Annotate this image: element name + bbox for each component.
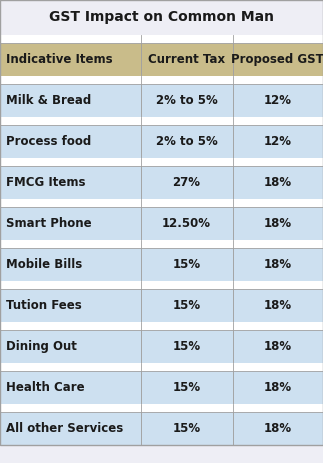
Bar (233, 166, 323, 199)
Text: 12%: 12% (264, 94, 292, 107)
Text: Smart Phone: Smart Phone (6, 217, 92, 230)
Bar (0, 404, 323, 412)
Bar (141, 166, 233, 199)
Text: 15%: 15% (172, 299, 201, 312)
Bar (0, 322, 323, 330)
Bar (141, 43, 233, 76)
Text: 15%: 15% (172, 422, 201, 435)
Bar (0, 248, 141, 281)
Text: All other Services: All other Services (6, 422, 123, 435)
Text: 2% to 5%: 2% to 5% (156, 94, 217, 107)
Bar (141, 84, 233, 117)
Text: 18%: 18% (264, 381, 292, 394)
Text: 18%: 18% (264, 340, 292, 353)
Bar (141, 207, 233, 240)
Bar (0, 199, 323, 207)
Bar (233, 330, 323, 363)
Bar (0, 289, 141, 322)
Bar (0, 412, 141, 445)
Text: 18%: 18% (264, 176, 292, 189)
Text: Indicative Items: Indicative Items (6, 53, 113, 66)
Text: Mobile Bills: Mobile Bills (6, 258, 82, 271)
Bar (0, 207, 141, 240)
Text: Health Care: Health Care (6, 381, 85, 394)
Text: 18%: 18% (264, 258, 292, 271)
Bar (0, 363, 323, 371)
Bar (0, 330, 141, 363)
Bar (0, 371, 141, 404)
Bar (0, 0, 323, 35)
Text: 12.50%: 12.50% (162, 217, 211, 230)
Bar (0, 240, 323, 248)
Bar (0, 281, 323, 289)
Bar (233, 412, 323, 445)
Text: Current Tax: Current Tax (148, 53, 225, 66)
Bar (141, 248, 233, 281)
Bar (141, 330, 233, 363)
Bar (141, 125, 233, 158)
Text: Tution Fees: Tution Fees (6, 299, 82, 312)
Bar (233, 84, 323, 117)
Bar (141, 371, 233, 404)
Text: 15%: 15% (172, 258, 201, 271)
Bar (233, 43, 323, 76)
Bar (0, 84, 141, 117)
Text: 2% to 5%: 2% to 5% (156, 135, 217, 148)
Text: Milk & Bread: Milk & Bread (6, 94, 91, 107)
Bar (233, 371, 323, 404)
Bar (233, 207, 323, 240)
Text: Proposed GST: Proposed GST (231, 53, 323, 66)
Text: 18%: 18% (264, 422, 292, 435)
Bar (141, 412, 233, 445)
Text: Dining Out: Dining Out (6, 340, 77, 353)
Bar (141, 289, 233, 322)
Bar (233, 248, 323, 281)
Bar (0, 43, 141, 76)
Bar (0, 166, 141, 199)
Text: 12%: 12% (264, 135, 292, 148)
Text: 15%: 15% (172, 340, 201, 353)
Bar (0, 117, 323, 125)
Text: GST Impact on Common Man: GST Impact on Common Man (49, 11, 274, 25)
Text: 18%: 18% (264, 299, 292, 312)
Text: 15%: 15% (172, 381, 201, 394)
Text: 27%: 27% (172, 176, 201, 189)
Bar (233, 289, 323, 322)
Bar (233, 125, 323, 158)
Bar (0, 158, 323, 166)
Bar (0, 76, 323, 84)
Bar (0, 125, 141, 158)
Text: 18%: 18% (264, 217, 292, 230)
Text: Process food: Process food (6, 135, 91, 148)
Text: FMCG Items: FMCG Items (6, 176, 86, 189)
Bar (0, 35, 323, 43)
